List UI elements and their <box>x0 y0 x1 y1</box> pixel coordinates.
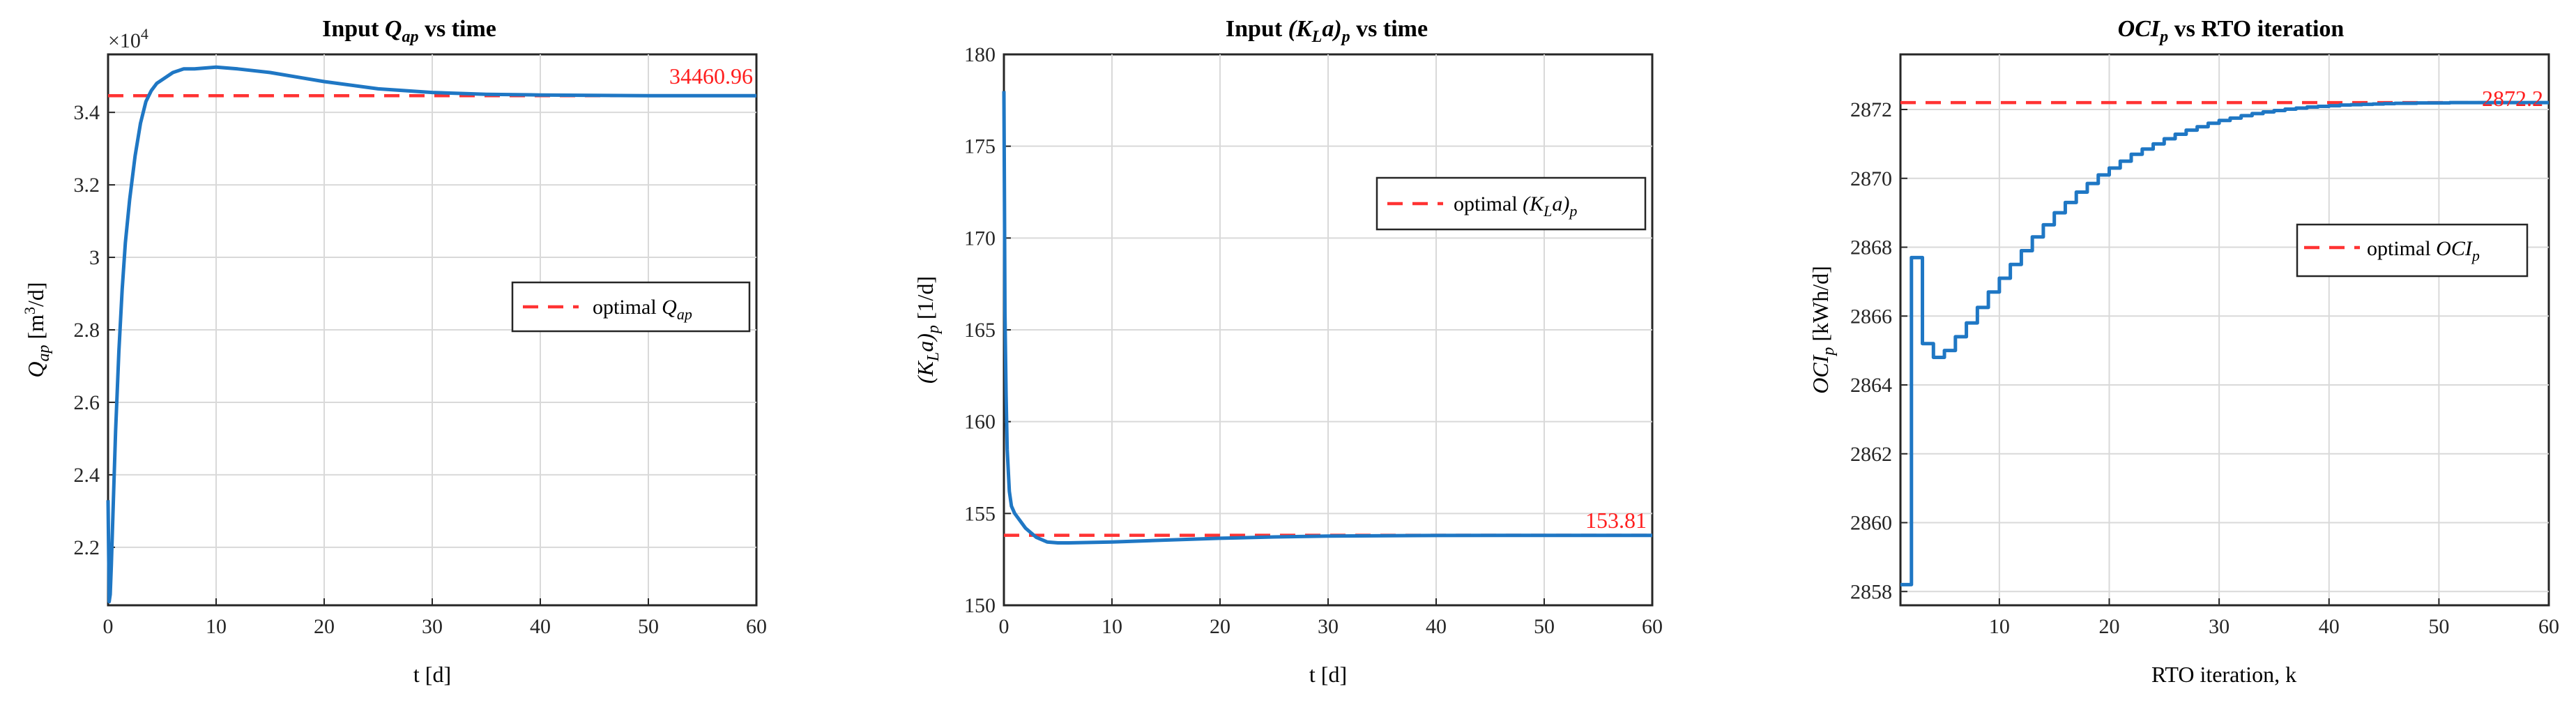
y-tick-label: 3.4 <box>74 101 100 124</box>
chart-title: Input Qap vs time <box>322 16 496 46</box>
x-tick-label: 10 <box>1102 615 1122 638</box>
y-tick-label: 3 <box>89 246 100 269</box>
legend: optimal (KLa)p <box>1375 176 1647 231</box>
y-tick-label: 170 <box>964 227 996 250</box>
x-tick-label: 30 <box>1318 615 1339 638</box>
optimal-value-annotation: 34460.96 <box>669 63 753 89</box>
x-axis-label: t [d] <box>1309 662 1347 687</box>
x-tick-label: 0 <box>999 615 1009 638</box>
x-axis-label: RTO iteration, k <box>2151 662 2296 687</box>
y-tick-label: 155 <box>964 502 996 525</box>
legend: optimal OCIp <box>2296 223 2529 278</box>
x-tick-label: 20 <box>2098 615 2119 638</box>
y-tick-label: 2.8 <box>74 319 100 342</box>
grid-lines <box>108 54 756 605</box>
plot-area <box>1899 53 2550 607</box>
y-tick-label: 2858 <box>1850 580 1892 603</box>
x-tick-label: 50 <box>638 615 659 638</box>
series-line <box>1002 91 1652 545</box>
x-tick-label: 20 <box>1210 615 1230 638</box>
chart-title: OCIp vs RTO iteration <box>2118 16 2345 46</box>
chart-panel-kla: Input (KLa)p vs time 0 10 20 30 40 50 60 150 155… <box>913 16 1663 687</box>
x-tick-label: 40 <box>2319 615 2340 638</box>
y-tick-label: 165 <box>964 319 996 342</box>
y-tick-label: 2866 <box>1850 305 1892 328</box>
x-tick-label: 60 <box>2538 615 2559 638</box>
series-line <box>1900 100 2549 586</box>
legend-entry: optimal OCIp <box>2367 237 2480 264</box>
y-tick-label: 160 <box>964 411 996 434</box>
y-tick-label: 2.4 <box>74 464 100 487</box>
legend: optimal Qap <box>511 281 751 333</box>
chart-panel-qap: Input Qap vs time 0 10 20 30 40 50 60 2.2 2.4 2.6… <box>21 16 767 687</box>
x-axis-label: t [d] <box>413 662 451 687</box>
y-tick-label: 3.2 <box>74 174 100 197</box>
chart-panel-oci: OCIp vs RTO iteration 10 20 30 40 50 60 2858 28… <box>1808 16 2559 687</box>
x-tick-label: 60 <box>746 615 767 638</box>
optimal-value-annotation: 2872.2 <box>2482 86 2543 111</box>
x-tick-label: 50 <box>1534 615 1555 638</box>
ticks: 0 10 20 30 40 50 60 2.2 2.4 2.6 2.8 3 3.2 3.4 <box>74 101 768 638</box>
y-tick-label: 2.2 <box>74 536 100 559</box>
y-tick-label: 2860 <box>1850 512 1892 535</box>
y-tick-label: 2862 <box>1850 443 1892 466</box>
y-axis-label: (KLa)p [1/d] <box>913 276 943 384</box>
y-tick-label: 2870 <box>1850 167 1892 190</box>
x-tick-label: 50 <box>2428 615 2449 638</box>
y-tick-label: 2868 <box>1850 236 1892 259</box>
chart-title: Input (KLa)p vs time <box>1226 16 1428 46</box>
x-tick-label: 40 <box>530 615 551 638</box>
x-tick-label: 10 <box>1989 615 2010 638</box>
ticks: 10 20 30 40 50 60 2858 2860 2862 2864 2866 2868 2870… <box>1850 98 2559 638</box>
grid-lines <box>1004 54 1652 605</box>
x-tick-label: 30 <box>422 615 443 638</box>
series-line <box>106 65 756 604</box>
x-tick-label: 40 <box>1426 615 1447 638</box>
x-tick-label: 30 <box>2209 615 2230 638</box>
y-tick-label: 175 <box>964 135 996 158</box>
x-tick-label: 0 <box>103 615 114 638</box>
y-axis-label: Qap [m3/d] <box>21 282 53 377</box>
ticks: 0 10 20 30 40 50 60 150 155 160 165 170 175 180 <box>964 43 1663 638</box>
y-tick-label: 2.6 <box>74 391 100 414</box>
x-tick-label: 60 <box>1642 615 1663 638</box>
x-tick-label: 20 <box>314 615 335 638</box>
x-tick-label: 10 <box>206 615 227 638</box>
y-tick-label: 180 <box>964 43 996 66</box>
y-axis-label: OCIp [kWh/d] <box>1808 266 1838 394</box>
legend-entry: optimal Qap <box>593 296 692 323</box>
y-tick-label: 150 <box>964 594 996 617</box>
y-tick-label: 2864 <box>1850 374 1892 397</box>
y-tick-label: 2872 <box>1850 98 1892 121</box>
exponent-label: ×104 <box>108 25 148 52</box>
optimal-value-annotation: 153.81 <box>1585 508 1647 533</box>
legend-entry: optimal (KLa)p <box>1454 192 1577 220</box>
